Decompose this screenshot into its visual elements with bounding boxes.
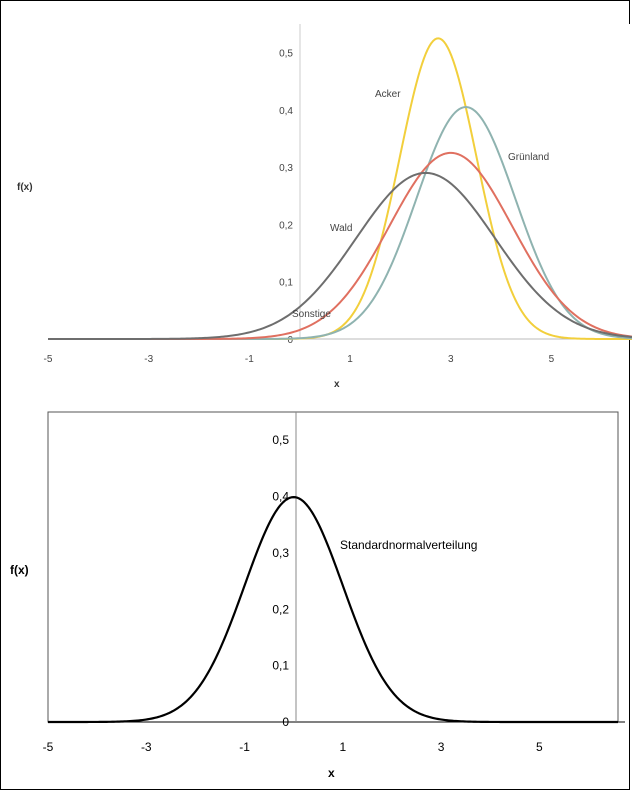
x-tick-label: -3	[141, 740, 152, 754]
y-tick-label: 0,5	[279, 49, 293, 60]
y-tick-label: 0,4	[279, 106, 293, 117]
x-axis-title: x	[334, 379, 340, 390]
y-axis-title: f(x)	[10, 563, 29, 577]
top-density-chart: -5 -3 -1 1 3 5 00,10,20,30,40,5 f(x) x Acker …	[17, 24, 632, 390]
y-tick-labels: 0 0,1 0,2 0,3 0,4 0,5	[279, 49, 293, 346]
annotation-wald: Wald	[330, 223, 352, 234]
x-tick-label: -1	[245, 354, 254, 365]
annotation-acker: Acker	[375, 89, 401, 100]
x-tick-labels: -5 -3 -1 1 3 5	[43, 740, 543, 754]
y-axis-title: f(x)	[17, 182, 33, 193]
y-tick-label: 0	[287, 335, 293, 346]
series-lines	[48, 37, 632, 340]
x-tick-label: 3	[448, 354, 454, 365]
y-tick-label: 0,5	[272, 433, 289, 447]
x-tick-label: 5	[549, 354, 555, 365]
x-tick-label: -3	[144, 354, 153, 365]
x-tick-label: 1	[339, 740, 346, 754]
y-tick-label: 0	[282, 715, 289, 729]
x-tick-labels: -5 -3 -1 1 3 5	[44, 354, 555, 365]
x-tick-label: -1	[239, 740, 250, 754]
x-tick-label: -5	[43, 740, 54, 754]
series-line-standardnormalverteilung	[48, 496, 618, 724]
x-axis-title: x	[328, 766, 335, 780]
plot-area	[48, 24, 632, 339]
y-tick-labels: 0 0,1 0,2 0,3 0,4 0,5	[272, 433, 289, 729]
x-tick-label: 5	[536, 740, 543, 754]
y-tick-label: 0,3	[279, 163, 293, 174]
y-tick-label: 0,1	[272, 659, 289, 673]
x-tick-label: 3	[438, 740, 445, 754]
x-tick-label: 1	[347, 354, 353, 365]
y-tick-label: 0,3	[272, 546, 289, 560]
series-line-wald	[48, 171, 632, 340]
y-tick-label: 0,2	[279, 220, 293, 231]
annotation-sonstige: Sonstige	[292, 309, 331, 320]
x-tick-label: -5	[44, 354, 53, 365]
annotation-standardnormalverteilung: Standardnormalverteilung	[340, 538, 477, 552]
plot-area	[47, 411, 619, 723]
annotation-gruenland: Grünland	[508, 152, 549, 163]
series-lines	[48, 496, 618, 724]
y-tick-label: 0,1	[279, 278, 293, 289]
y-tick-label: 0,4	[272, 490, 289, 504]
y-tick-label: 0,2	[272, 602, 289, 616]
